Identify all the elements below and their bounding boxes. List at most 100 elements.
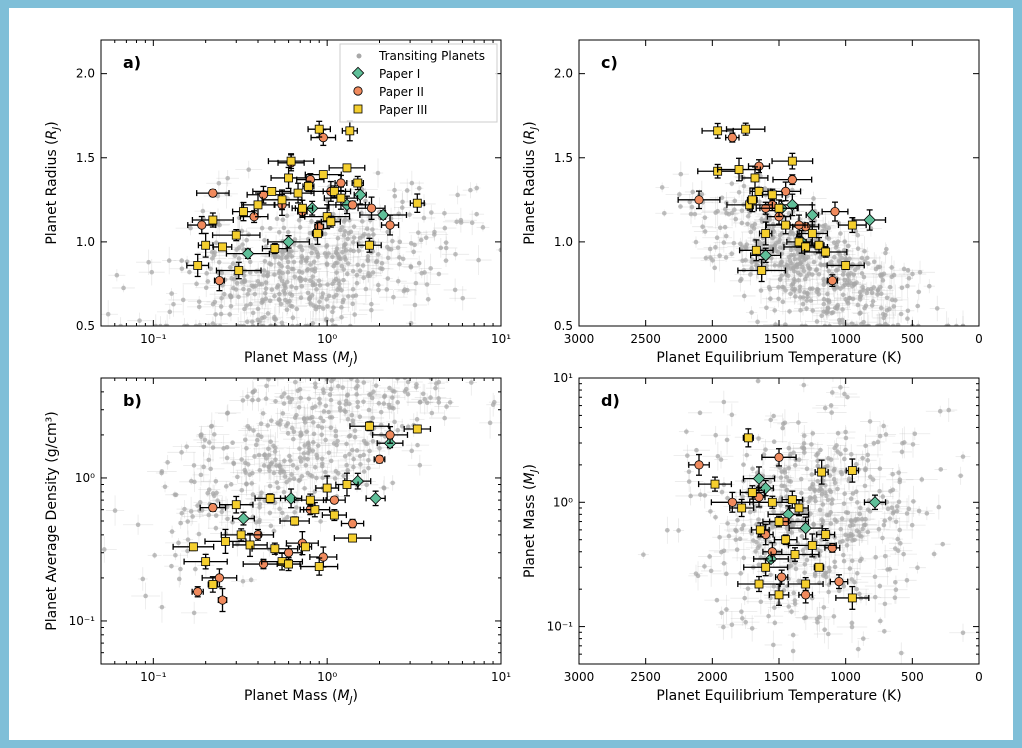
transiting-planet-point [178,520,183,526]
transiting-planet-point [811,259,817,265]
transiting-planet-point [405,379,411,385]
transiting-planet-point [303,463,309,468]
transiting-planet-point [736,189,742,195]
transiting-planet-point [185,548,190,554]
transiting-planet-point [299,277,304,282]
x-axis-label-a: Planet Mass (MJ) [244,350,358,368]
transiting-planet-point [438,245,444,251]
transiting-planet-point [310,440,316,445]
transiting-planet-point [342,228,348,234]
transiting-planet-point [344,271,350,277]
transiting-planet-point [343,398,349,404]
transiting-planet-point [345,261,351,266]
transiting-planet-point [70,294,75,299]
transiting-planet-point [279,256,284,261]
transiting-planet-point [273,457,278,462]
transiting-planet-point [188,225,193,231]
transiting-planet-point [460,295,466,301]
transiting-planet-point [263,244,269,249]
transiting-planet-point [178,566,183,572]
transiting-planet-point [257,505,262,510]
transiting-planet-point [826,268,832,274]
transiting-planet-point [167,309,173,315]
transiting-planet-point [250,397,255,403]
transiting-planet-point [895,322,901,326]
transiting-planet-point [421,215,427,221]
transiting-planet-point [292,379,298,385]
transiting-planet-point [218,311,224,317]
transiting-planet-point [819,313,824,319]
transiting-planet-point [166,258,172,263]
transiting-planet-point [224,191,229,197]
transiting-planet-point [688,211,694,217]
transiting-planet-point [400,256,406,262]
transiting-planet-point [292,237,298,242]
transiting-planet-point [342,217,348,223]
paper-iii-point [277,195,287,205]
transiting-planet-point [282,458,287,464]
transiting-planet-point [326,409,331,415]
transiting-planet-point [240,242,245,247]
paper-iii-point [236,530,246,540]
transiting-planet-point [201,444,207,450]
transiting-planet-point [289,284,294,289]
transiting-planet-point [202,437,208,443]
transiting-planet-point [246,287,252,293]
transiting-planet-point [445,370,450,375]
transiting-planet-point [265,311,271,316]
transiting-planet-point [345,467,351,473]
transiting-planet-point [399,205,405,210]
transiting-planet-point [285,421,291,426]
transiting-planet-point [260,411,266,416]
transiting-planet-point [378,266,383,271]
transiting-planet-point [469,251,474,256]
transiting-planet-point [366,465,371,471]
x-tick-label: 10⁻¹ [140,332,167,346]
transiting-planet-point [223,484,229,489]
transiting-planet-point [283,255,289,261]
transiting-planet-point [169,529,175,534]
transiting-planet-point [285,299,290,305]
transiting-planet-point [342,254,347,260]
transiting-planet-point [344,393,350,398]
transiting-planet-point [262,258,268,264]
transiting-planet-point [230,519,235,525]
transiting-planet-point [391,405,396,411]
transiting-planet-point [436,379,442,385]
transiting-planet-point [385,347,390,352]
transiting-planet-point [372,363,377,368]
transiting-planet-point [308,244,313,249]
transiting-planet-point [236,256,242,261]
transiting-planet-point [185,519,191,524]
transiting-planet-point [225,410,231,416]
paper-i-point [369,492,382,505]
transiting-planet-point [247,259,253,265]
transiting-planet-point [259,300,265,305]
transiting-planet-point [361,380,367,385]
transiting-planet-point [298,259,304,265]
transiting-planet-point [329,318,335,323]
transiting-planet-point [294,505,299,510]
transiting-planet-point [772,308,778,313]
transiting-planet-point [242,306,247,312]
transiting-planet-point [407,212,412,217]
figure-canvas: 10⁻¹ 10⁰ 10¹ 0.5 1.0 1.5 2.0 a) Planet Mass (MJ)… [44,39,983,706]
transiting-planet-point [197,500,203,505]
transiting-planet-point [891,304,897,309]
transiting-planet-point [355,404,361,410]
transiting-planet-point [880,278,886,283]
transiting-planet-point [403,386,409,392]
transiting-planet-point [259,490,264,496]
transiting-planet-point [845,272,851,277]
transiting-planet-point [250,492,256,497]
transiting-planet-point [843,296,848,302]
transiting-planet-point [304,429,310,435]
paper-iii-point [310,505,320,515]
transiting-planet-point [272,449,278,454]
transiting-planet-point [317,282,323,288]
transiting-planet-point [240,398,246,403]
transiting-planet-point [242,437,248,443]
transiting-planet-point [317,396,322,402]
transiting-planet-point [184,444,189,449]
transiting-planet-point [341,277,346,283]
